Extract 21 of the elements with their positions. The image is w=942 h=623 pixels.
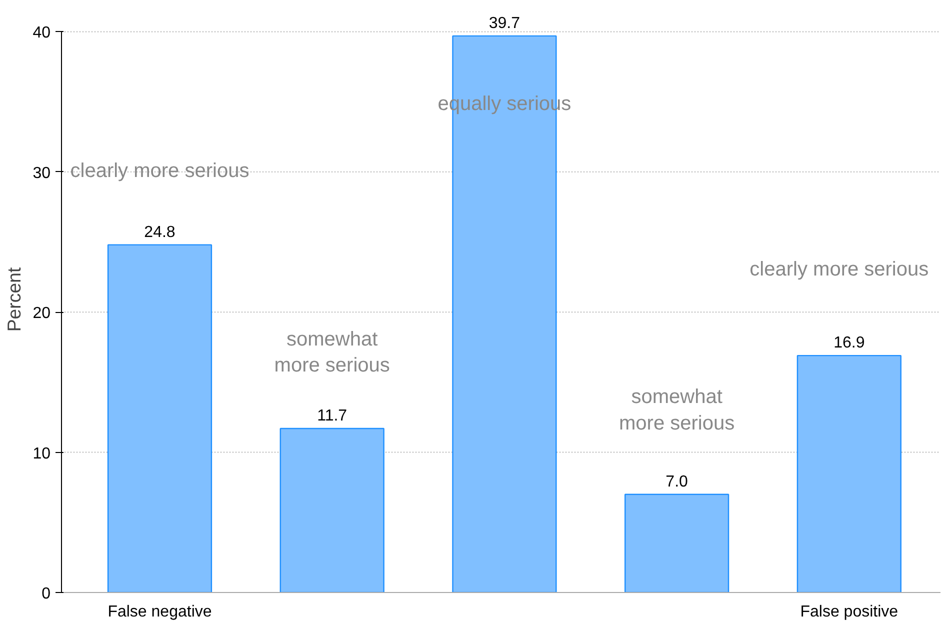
x-tick-label: False positive [800, 604, 898, 620]
annotation: somewhat more serious [619, 386, 735, 435]
y-tick-label: 30 [32, 164, 51, 182]
annotation: clearly more serious [70, 160, 250, 182]
bar [796, 354, 902, 592]
data-label: 7.0 [666, 473, 688, 490]
data-label: 24.8 [144, 224, 176, 241]
x-tick-label: False negative [108, 604, 212, 620]
data-label: 16.9 [834, 334, 865, 352]
y-axis-title: Percent [4, 266, 25, 332]
y-tick-label: 20 [32, 305, 51, 322]
y-tick-label: 40 [32, 24, 51, 42]
annotation: somewhat more serious [274, 328, 390, 377]
data-label: 11.7 [317, 407, 348, 424]
bar [107, 244, 212, 592]
data-label: 39.7 [488, 14, 520, 32]
bar [280, 428, 384, 592]
y-tick-label: 0 [42, 586, 51, 602]
y-tick-label: 10 [32, 445, 51, 462]
bar [624, 494, 730, 592]
annotation: clearly more serious [750, 258, 929, 281]
